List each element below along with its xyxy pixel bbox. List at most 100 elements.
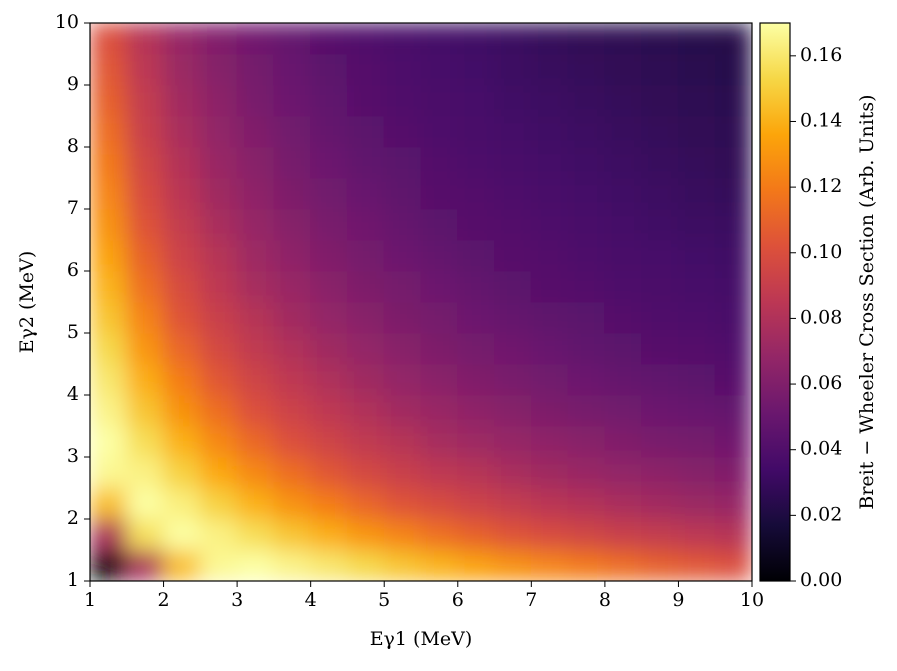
heatmap-cell [236,53,275,86]
heatmap-cell [420,487,459,520]
colorbar-tick-label: 0.14 [800,109,842,131]
heatmap-cell [346,487,385,520]
heatmap-cell [457,23,496,55]
heatmap-cell [494,177,532,210]
heatmap-cell [714,177,752,210]
heatmap-cell [90,549,128,581]
heatmap-cell [273,84,312,117]
heatmap-cell [90,425,128,458]
heatmap-cell [236,177,275,210]
heatmap-cell [383,332,422,365]
heatmap-cell [530,487,569,520]
heatmap-cell [236,146,275,179]
heatmap-cell [383,518,422,551]
heatmap-cell [310,363,348,396]
heatmap-cell [530,456,569,489]
colorbar-tick-label: 0.00 [800,569,842,591]
heatmap-cell [126,53,165,86]
heatmap-cell [420,425,459,458]
heatmap-cell [126,146,165,179]
heatmap-cell [494,23,532,55]
x-tick-label: 10 [740,589,764,611]
heatmap-cell [199,518,238,551]
heatmap-cell [641,487,679,520]
colorbar-tick-label: 0.08 [800,306,842,328]
heatmap-cell [567,53,606,86]
heatmap-cell [383,549,422,581]
colorbar-tick-label: 0.06 [800,372,842,394]
heatmap-cell [641,363,679,396]
heatmap-cell [567,301,606,334]
heatmap-cell [346,239,385,272]
heatmap-cell [90,115,128,148]
heatmap-cell [641,239,679,272]
heatmap-cell [199,23,238,55]
heatmap-cell [420,23,459,55]
heatmap-cell [346,208,385,241]
heatmap-cell [494,115,532,148]
heatmap-cell [420,456,459,489]
heatmap-cell [420,208,459,241]
heatmap-cell [346,301,385,334]
heatmap-cell [90,146,128,179]
heatmap-cell [494,487,532,520]
heatmap-cell [236,301,275,334]
heatmap-cell [163,23,201,55]
heatmap-cell [641,332,679,365]
heatmap-cell [199,549,238,581]
heatmap-cell [494,301,532,334]
heatmap-cell [383,487,422,520]
heatmap-cell [494,363,532,396]
heatmap-cell [236,456,275,489]
heatmap-cell [383,146,422,179]
heatmap-cell [90,394,128,427]
heatmap-cell [714,84,752,117]
heatmap-cell [530,115,569,148]
heatmap-cell [641,518,679,551]
heatmap-cell [530,549,569,581]
heatmap-cell [567,425,606,458]
heatmap-cell [641,394,679,427]
heatmap-cell [346,270,385,303]
heatmap-cell [714,394,752,427]
heatmap-cell [310,487,348,520]
heatmap-cell [604,332,643,365]
x-tick-label: 1 [84,589,96,611]
heatmap-cell [163,146,201,179]
heatmap-cell [346,23,385,55]
heatmap-cell [126,84,165,117]
heatmap-cell [494,84,532,117]
heatmap-cell [420,53,459,86]
heatmap-cell [530,84,569,117]
heatmap-cell [236,115,275,148]
y-tick-label: 10 [55,11,79,33]
heatmap-cell [236,332,275,365]
y-tick-label: 3 [67,445,79,467]
heatmap-cell [383,115,422,148]
heatmap-cell [273,518,312,551]
heatmap-cell [714,146,752,179]
heatmap-cell [273,549,312,581]
heatmap-cell [420,301,459,334]
y-tick-label: 2 [67,507,79,529]
heatmap-cell [273,425,312,458]
heatmap-cell [126,394,165,427]
heatmap-cell [310,425,348,458]
heatmap-cell [457,239,496,272]
heatmap-cell [457,549,496,581]
heatmap-cell [236,549,275,581]
heatmap-cell [604,84,643,117]
heatmap-cell [199,84,238,117]
heatmap-cell [567,363,606,396]
heatmap-cell [567,332,606,365]
heatmap-cell [420,115,459,148]
heatmap-cell [383,177,422,210]
heatmap-cell [163,518,201,551]
heatmap-cell [457,53,496,86]
heatmap-cell [567,270,606,303]
x-tick-label: 8 [599,589,611,611]
heatmap-cell [90,23,128,55]
heatmap-cell [567,487,606,520]
heatmap-cell [273,177,312,210]
heatmap-cell [236,239,275,272]
